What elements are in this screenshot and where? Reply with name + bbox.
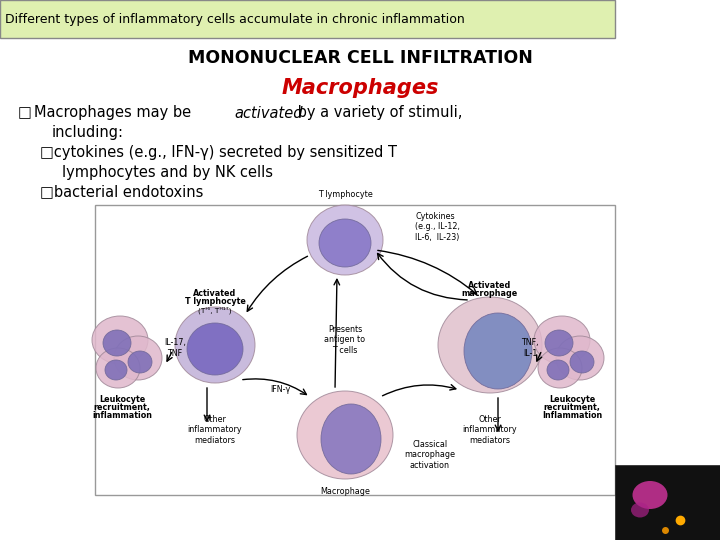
Ellipse shape (114, 336, 162, 380)
Ellipse shape (96, 348, 140, 388)
Ellipse shape (538, 348, 582, 388)
Text: (Tᴴⁱ, Tᴴ¹⁷): (Tᴴⁱ, Tᴴ¹⁷) (198, 307, 232, 314)
Text: TNF,
IL-1: TNF, IL-1 (521, 338, 539, 357)
Ellipse shape (307, 205, 383, 275)
Text: Macrophage: Macrophage (320, 487, 370, 496)
Text: including:: including: (52, 125, 124, 140)
Text: □bacterial endotoxins: □bacterial endotoxins (40, 185, 203, 199)
Text: Classical
macrophage
activation: Classical macrophage activation (405, 440, 456, 470)
Text: Different types of inflammatory cells accumulate in chronic inflammation: Different types of inflammatory cells ac… (5, 12, 464, 25)
Text: Other
inflammatory
mediators: Other inflammatory mediators (188, 415, 243, 445)
Text: Activated: Activated (194, 289, 237, 298)
Text: Cytokines
(e.g., IL-12,
IL-6,  IL-23): Cytokines (e.g., IL-12, IL-6, IL-23) (415, 212, 460, 242)
Text: Presents
antigen to
T cells: Presents antigen to T cells (325, 325, 366, 355)
Ellipse shape (631, 503, 649, 517)
Ellipse shape (187, 323, 243, 375)
Ellipse shape (128, 351, 152, 373)
Text: macrophage: macrophage (462, 289, 518, 298)
Text: T lymphocyte: T lymphocyte (318, 190, 372, 199)
Text: □cytokines (e.g., IFN-γ) secreted by sensitized T: □cytokines (e.g., IFN-γ) secreted by sen… (40, 145, 397, 160)
Ellipse shape (92, 316, 148, 364)
Text: Leukocyte: Leukocyte (99, 395, 145, 404)
Text: □: □ (18, 105, 32, 120)
Text: IFN-γ: IFN-γ (270, 386, 290, 395)
FancyBboxPatch shape (0, 0, 615, 38)
Ellipse shape (556, 336, 604, 380)
Ellipse shape (105, 360, 127, 380)
Ellipse shape (464, 313, 532, 389)
Text: inflammation: inflammation (92, 411, 152, 420)
Text: Macrophages: Macrophages (282, 78, 438, 98)
Text: T lymphocyte: T lymphocyte (184, 297, 246, 306)
Ellipse shape (175, 307, 255, 383)
Ellipse shape (438, 297, 542, 393)
FancyBboxPatch shape (615, 465, 720, 540)
FancyBboxPatch shape (95, 205, 615, 495)
Text: Activated: Activated (469, 281, 512, 290)
Text: IL-17,
TNF: IL-17, TNF (164, 338, 186, 357)
Ellipse shape (534, 316, 590, 364)
Text: Inflammation: Inflammation (542, 411, 602, 420)
Text: lymphocytes and by NK cells: lymphocytes and by NK cells (62, 165, 273, 179)
Text: by a variety of stimuli,: by a variety of stimuli, (293, 105, 462, 120)
Text: Macrophages may be: Macrophages may be (34, 105, 196, 120)
Ellipse shape (545, 330, 573, 356)
Text: activated: activated (234, 105, 302, 120)
Ellipse shape (297, 391, 393, 479)
Text: recruitment,: recruitment, (544, 403, 600, 412)
Text: Leukocyte: Leukocyte (549, 395, 595, 404)
Text: recruitment,: recruitment, (94, 403, 150, 412)
Ellipse shape (321, 404, 381, 474)
Ellipse shape (570, 351, 594, 373)
Text: Other
inflammatory
mediators: Other inflammatory mediators (463, 415, 517, 445)
Text: MONONUCLEAR CELL INFILTRATION: MONONUCLEAR CELL INFILTRATION (188, 49, 532, 67)
Ellipse shape (103, 330, 131, 356)
Ellipse shape (547, 360, 569, 380)
Ellipse shape (632, 481, 667, 509)
Ellipse shape (319, 219, 371, 267)
